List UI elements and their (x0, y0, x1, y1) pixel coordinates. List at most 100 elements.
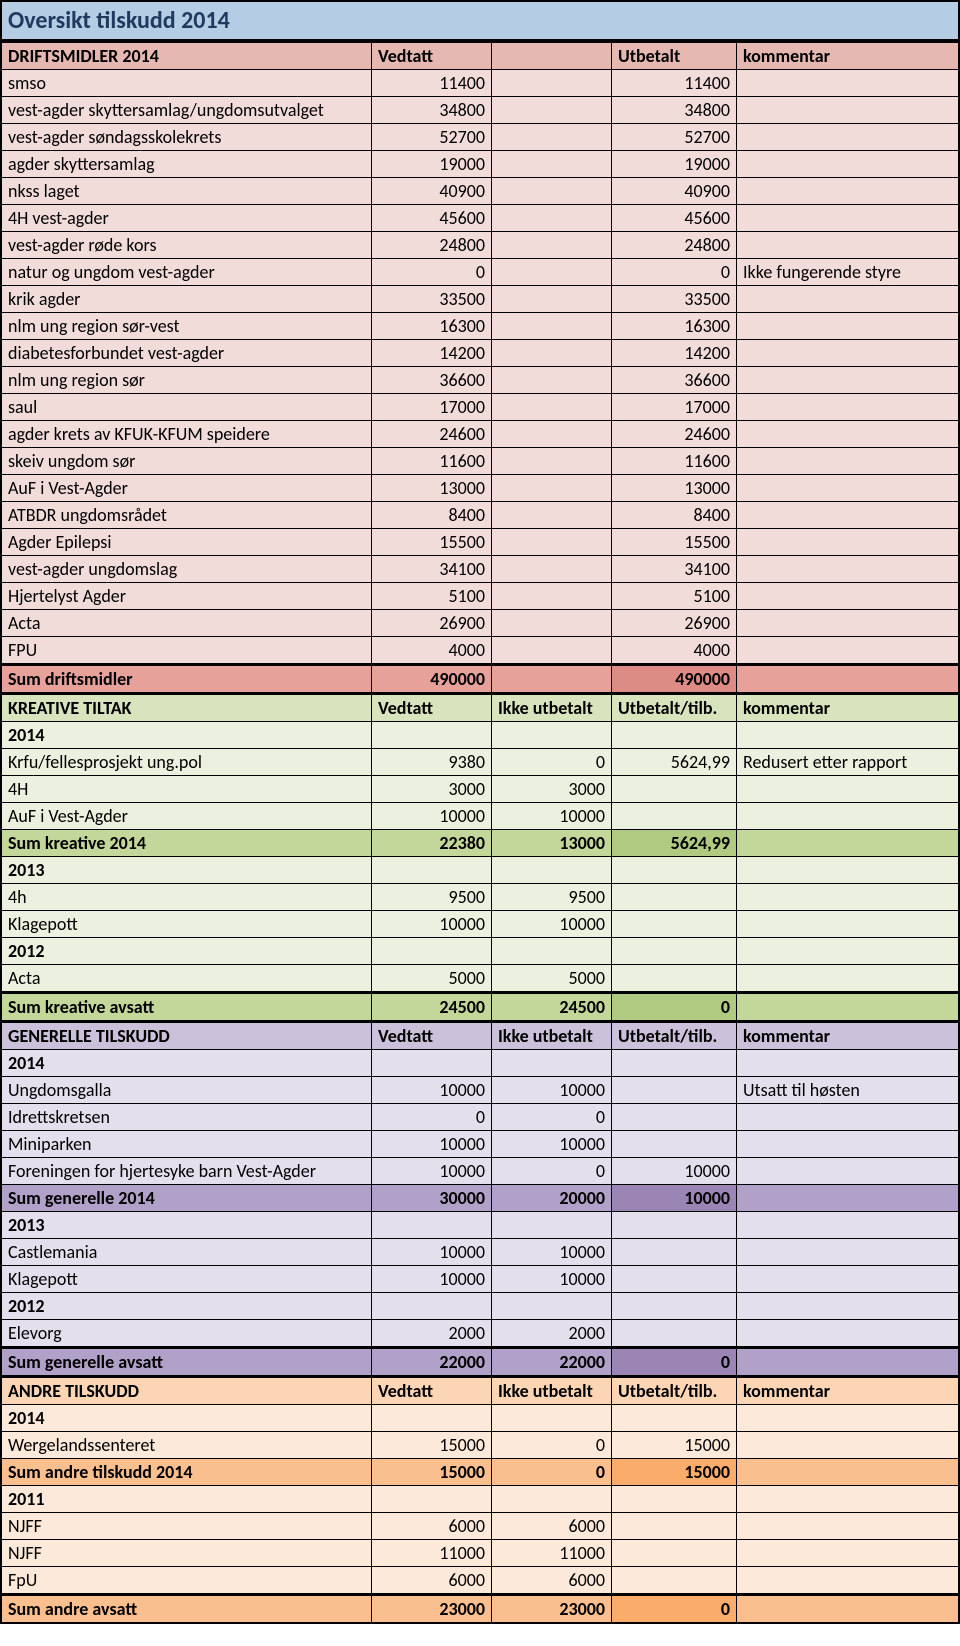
cell-name: Sum kreative avsatt (2, 994, 372, 1020)
cell-b (492, 637, 612, 663)
cell-c (612, 1077, 737, 1103)
cell-c (612, 1050, 737, 1076)
cell-c: 4000 (612, 637, 737, 663)
cell-a (372, 722, 492, 748)
cell-c: 15000 (612, 1432, 737, 1458)
cell-a: 4000 (372, 637, 492, 663)
cell-c (612, 1266, 737, 1292)
cell-a: 17000 (372, 394, 492, 420)
cell-a (372, 1050, 492, 1076)
table-row: vest-agder søndagsskolekrets52700 52700 (2, 124, 958, 151)
cell-a: 10000 (372, 1131, 492, 1157)
cell-c: 33500 (612, 286, 737, 312)
cell-a: 6000 (372, 1567, 492, 1593)
cell-d (737, 1405, 958, 1431)
table-row: nlm ung region sør-vest16300 16300 (2, 313, 958, 340)
year-row: 2014 (2, 1050, 958, 1077)
cell-b: 10000 (492, 1239, 612, 1265)
cell-d (737, 1567, 958, 1593)
cell-d: kommentar (737, 43, 958, 69)
cell-c: 10000 (612, 1158, 737, 1184)
cell-a: Vedtatt (372, 1023, 492, 1049)
cell-a: 14200 (372, 340, 492, 366)
cell-c (612, 1293, 737, 1319)
cell-b: 2000 (492, 1320, 612, 1346)
cell-name: diabetesforbundet vest-agder (2, 340, 372, 366)
table-row: 4H vest-agder45600 45600 (2, 205, 958, 232)
cell-name: 4h (2, 884, 372, 910)
table-row: Wergelandssenteret15000015000 (2, 1432, 958, 1459)
cell-b: Ikke utbetalt (492, 695, 612, 721)
cell-b (492, 313, 612, 339)
table-row: krik agder33500 33500 (2, 286, 958, 313)
year-row: 2013 (2, 1212, 958, 1239)
cell-name: nkss laget (2, 178, 372, 204)
cell-a: 33500 (372, 286, 492, 312)
cell-d (737, 1158, 958, 1184)
cell-d (737, 124, 958, 150)
cell-c: 52700 (612, 124, 737, 150)
subtotal-row: Sum generelle 2014300002000010000 (2, 1185, 958, 1212)
cell-name: agder krets av KFUK-KFUM speidere (2, 421, 372, 447)
cell-c: 0 (612, 1349, 737, 1375)
cell-a: 6000 (372, 1513, 492, 1539)
table-row: NJFF60006000 (2, 1513, 958, 1540)
cell-c (612, 1486, 737, 1512)
cell-a: 10000 (372, 803, 492, 829)
cell-a: 15000 (372, 1432, 492, 1458)
table-row: Acta26900 26900 (2, 610, 958, 637)
cell-a: 23000 (372, 1596, 492, 1622)
cell-c (612, 1104, 737, 1130)
cell-d (737, 529, 958, 555)
cell-a: 10000 (372, 911, 492, 937)
cell-c: 34800 (612, 97, 737, 123)
cell-a: 30000 (372, 1185, 492, 1211)
cell-a: 0 (372, 1104, 492, 1130)
cell-c (612, 911, 737, 937)
cell-b (492, 394, 612, 420)
cell-c (612, 1567, 737, 1593)
cell-d (737, 884, 958, 910)
cell-d (737, 367, 958, 393)
cell-b: 0 (492, 749, 612, 775)
cell-name: Foreningen for hjertesyke barn Vest-Agde… (2, 1158, 372, 1184)
cell-a (372, 1293, 492, 1319)
cell-name: 2013 (2, 857, 372, 883)
cell-a: 36600 (372, 367, 492, 393)
cell-d (737, 1432, 958, 1458)
cell-c (612, 722, 737, 748)
cell-b: Ikke utbetalt (492, 1023, 612, 1049)
cell-b: 5000 (492, 965, 612, 991)
cell-c: 14200 (612, 340, 737, 366)
cell-d (737, 556, 958, 582)
cell-c: 15500 (612, 529, 737, 555)
cell-b: 13000 (492, 830, 612, 856)
cell-d (737, 178, 958, 204)
cell-c: 5624,99 (612, 830, 737, 856)
cell-d (737, 394, 958, 420)
cell-b: 10000 (492, 803, 612, 829)
table-row: nkss laget40900 40900 (2, 178, 958, 205)
table-row: agder skyttersamlag19000 19000 (2, 151, 958, 178)
cell-b: 0 (492, 1459, 612, 1485)
cell-b (492, 1486, 612, 1512)
year-row: 2012 (2, 1293, 958, 1320)
cell-a (372, 938, 492, 964)
cell-a: 9500 (372, 884, 492, 910)
table-row: nlm ung region sør36600 36600 (2, 367, 958, 394)
cell-b (492, 448, 612, 474)
cell-d (737, 803, 958, 829)
cell-b (492, 421, 612, 447)
cell-name: KREATIVE TILTAK (2, 695, 372, 721)
cell-a: Vedtatt (372, 1378, 492, 1404)
cell-a: 34800 (372, 97, 492, 123)
table-row: FpU60006000 (2, 1567, 958, 1594)
cell-d (737, 830, 958, 856)
cell-d (737, 448, 958, 474)
cell-name: FPU (2, 637, 372, 663)
cell-d (737, 911, 958, 937)
title-row: Oversikt tilskudd 2014 (2, 2, 958, 41)
cell-d (737, 1050, 958, 1076)
cell-name: FpU (2, 1567, 372, 1593)
cell-d (737, 421, 958, 447)
